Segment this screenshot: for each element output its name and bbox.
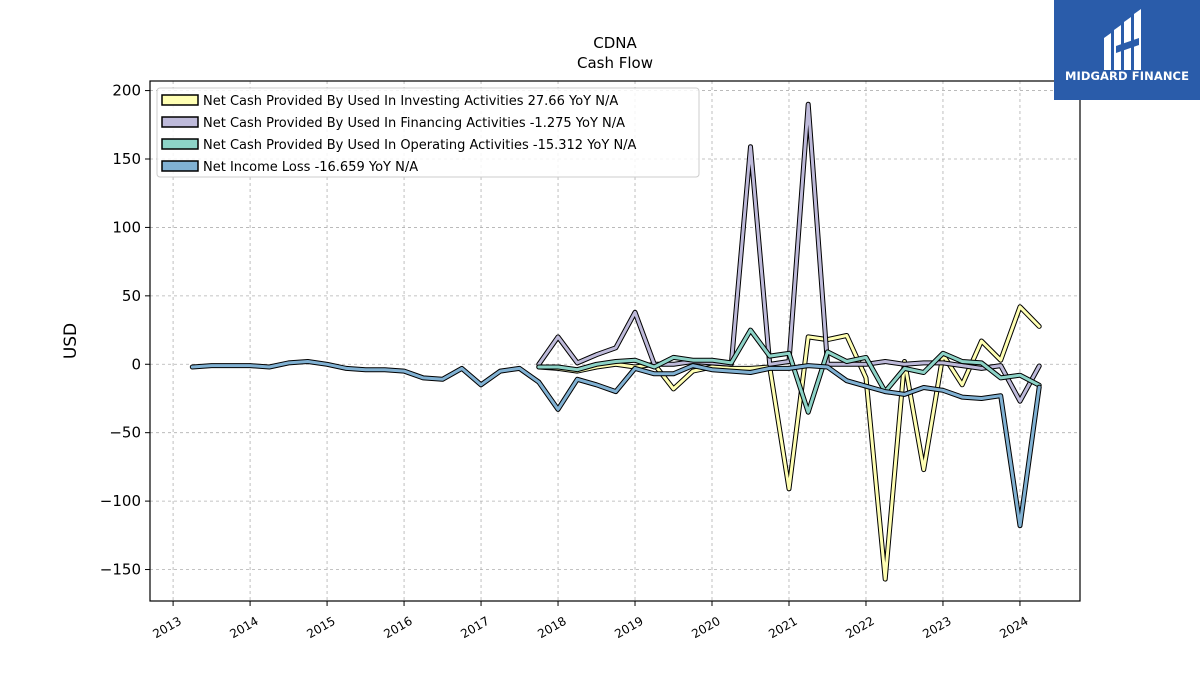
legend-box: [156, 87, 700, 178]
chart-subtitle: Cash Flow: [577, 54, 653, 72]
x-tick-label: 2022: [843, 614, 876, 641]
x-tick-label: 2018: [535, 614, 568, 641]
y-tick-label: 0: [131, 355, 141, 373]
y-tick-label: −150: [100, 561, 141, 579]
x-tick-label: 2020: [689, 614, 722, 641]
x-tick-label: 2013: [150, 614, 183, 641]
y-tick-label: 200: [112, 82, 141, 100]
legend-label: Net Cash Provided By Used In Financing A…: [203, 116, 625, 131]
legend-label: Net Cash Provided By Used In Investing A…: [203, 94, 618, 109]
y-tick-label: −50: [109, 424, 141, 442]
y-tick-label: 100: [112, 218, 141, 236]
y-tick-label: 150: [112, 150, 141, 168]
x-tick-label: 2019: [612, 614, 645, 641]
y-tick-label: −100: [100, 492, 141, 510]
legend-swatch: [161, 116, 199, 128]
legend-swatch: [161, 138, 199, 150]
series-line: [537, 102, 1041, 403]
series-lines: [189, 101, 1042, 582]
x-tick-label: 2017: [458, 614, 491, 641]
x-tick-label: 2024: [997, 614, 1030, 641]
y-tick-label: 50: [122, 287, 141, 305]
x-tick-label: 2021: [766, 614, 799, 641]
midgard-logo-icon: [1054, 0, 1200, 100]
chart-title: CDNA: [593, 34, 637, 52]
x-tick-label: 2014: [227, 614, 260, 641]
legend[interactable]: Net Cash Provided By Used In Investing A…: [156, 87, 700, 178]
series-line: [537, 328, 1041, 414]
legend-swatch: [161, 160, 199, 172]
series-line: [537, 305, 1041, 581]
legend-label: Net Cash Provided By Used In Operating A…: [203, 138, 637, 153]
series-line: [190, 360, 1041, 528]
brand-name: MIDGARD FINANCE: [1064, 69, 1190, 83]
plot-frame: [149, 80, 1081, 602]
brand-logo: MIDGARD FINANCE: [1054, 0, 1200, 100]
x-tick-label: 2015: [304, 614, 337, 641]
x-tick-label: 2023: [920, 614, 953, 641]
legend-swatch: [161, 94, 199, 106]
legend-label: Net Income Loss -16.659 YoY N/A: [203, 160, 418, 175]
y-axis-label: USD: [61, 323, 81, 359]
x-tick-label: 2016: [381, 614, 414, 641]
